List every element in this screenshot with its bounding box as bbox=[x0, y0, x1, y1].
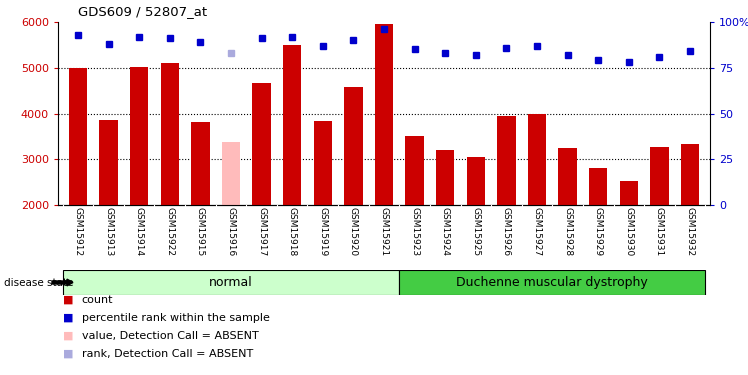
Text: GDS609 / 52807_at: GDS609 / 52807_at bbox=[78, 5, 207, 18]
Text: GSM15914: GSM15914 bbox=[135, 207, 144, 256]
Bar bbox=[650, 147, 669, 205]
Text: GSM15930: GSM15930 bbox=[625, 207, 634, 256]
Bar bbox=[99, 120, 117, 205]
Text: rank, Detection Call = ABSENT: rank, Detection Call = ABSENT bbox=[82, 349, 253, 359]
Text: disease state: disease state bbox=[4, 278, 73, 288]
Text: GSM15932: GSM15932 bbox=[686, 207, 695, 256]
Bar bbox=[405, 136, 424, 205]
Bar bbox=[436, 150, 454, 205]
Text: GSM15929: GSM15929 bbox=[594, 207, 603, 256]
Text: GSM15915: GSM15915 bbox=[196, 207, 205, 256]
Text: GSM15923: GSM15923 bbox=[410, 207, 419, 256]
Bar bbox=[191, 122, 209, 205]
Bar bbox=[559, 148, 577, 205]
Text: GSM15919: GSM15919 bbox=[319, 207, 328, 256]
Text: GSM15922: GSM15922 bbox=[165, 207, 174, 256]
Text: GSM15913: GSM15913 bbox=[104, 207, 113, 256]
Bar bbox=[589, 168, 607, 205]
Text: ■: ■ bbox=[63, 313, 73, 323]
Bar bbox=[399, 270, 705, 295]
Text: ■: ■ bbox=[63, 349, 73, 359]
Bar bbox=[130, 67, 148, 205]
Bar bbox=[467, 156, 485, 205]
Text: GSM15918: GSM15918 bbox=[288, 207, 297, 256]
Text: GSM15927: GSM15927 bbox=[533, 207, 542, 256]
Text: percentile rank within the sample: percentile rank within the sample bbox=[82, 313, 269, 323]
Bar bbox=[344, 87, 363, 205]
Text: GSM15916: GSM15916 bbox=[227, 207, 236, 256]
Bar bbox=[681, 144, 699, 205]
Bar bbox=[283, 45, 301, 205]
Text: GSM15926: GSM15926 bbox=[502, 207, 511, 256]
Text: GSM15924: GSM15924 bbox=[441, 207, 450, 256]
Text: count: count bbox=[82, 295, 113, 305]
Text: ■: ■ bbox=[63, 295, 73, 305]
Bar bbox=[528, 114, 546, 205]
Bar bbox=[63, 270, 399, 295]
Bar bbox=[69, 68, 87, 205]
Text: GSM15925: GSM15925 bbox=[471, 207, 480, 256]
Text: Duchenne muscular dystrophy: Duchenne muscular dystrophy bbox=[456, 276, 649, 289]
Text: ■: ■ bbox=[63, 331, 73, 341]
Text: GSM15912: GSM15912 bbox=[73, 207, 82, 256]
Text: GSM15917: GSM15917 bbox=[257, 207, 266, 256]
Text: value, Detection Call = ABSENT: value, Detection Call = ABSENT bbox=[82, 331, 259, 341]
Bar bbox=[161, 63, 179, 205]
Bar bbox=[375, 24, 393, 205]
Text: GSM15931: GSM15931 bbox=[655, 207, 664, 256]
Text: GSM15928: GSM15928 bbox=[563, 207, 572, 256]
Bar bbox=[619, 181, 638, 205]
Bar bbox=[497, 116, 515, 205]
Text: GSM15921: GSM15921 bbox=[379, 207, 388, 256]
Bar bbox=[252, 83, 271, 205]
Bar bbox=[313, 121, 332, 205]
Text: normal: normal bbox=[209, 276, 253, 289]
Bar bbox=[221, 142, 240, 205]
Text: GSM15920: GSM15920 bbox=[349, 207, 358, 256]
